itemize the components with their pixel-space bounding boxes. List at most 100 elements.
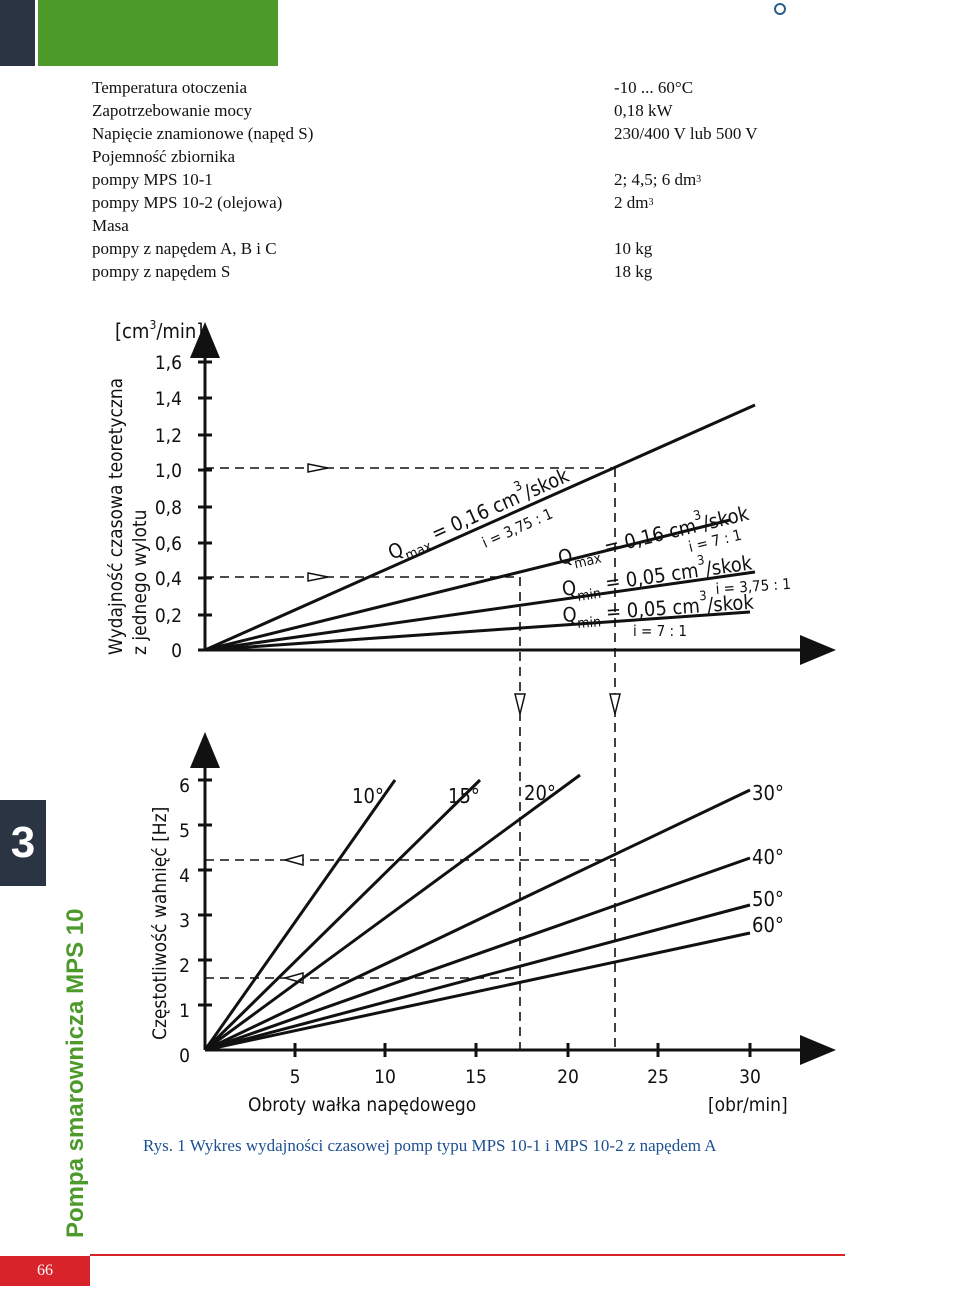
arrow	[514, 693, 526, 715]
spec-label: Zapotrzebowanie mocy	[92, 101, 253, 120]
y-tick-label: 3	[179, 910, 190, 932]
spec-value: 10 kg	[614, 237, 758, 260]
angle-label: 60°	[752, 913, 784, 937]
x-tick-label: 15	[465, 1066, 487, 1088]
spec-labels: Temperatura otoczenia Zapotrzebowanie moc…	[92, 76, 313, 283]
x-tick-label: 20	[557, 1066, 579, 1088]
spec-value: 2 dm3	[614, 191, 758, 214]
angle-line	[204, 903, 751, 1052]
angle-line	[203, 778, 482, 1052]
side-title: Pompa smarownicza MPS 10	[62, 908, 89, 1238]
y-axis-label: Częstotliwość wahnięć [Hz]	[149, 807, 171, 1040]
angle-label: 30°	[752, 781, 784, 805]
spec-label: Masa	[92, 216, 129, 235]
unit: /skok	[704, 550, 754, 580]
spec-value: 230/400 V lub 500 V	[614, 122, 758, 145]
y-tick-label: 0	[171, 640, 182, 662]
footer-line	[90, 1254, 845, 1256]
superscript: 3	[648, 197, 654, 208]
y-tick-label: 0,8	[155, 497, 182, 519]
value: 230/400 V lub 500 V	[614, 124, 758, 143]
flow-line	[204, 570, 756, 652]
angle-line	[203, 779, 397, 1051]
spec-value: 2; 4,5; 6 dm3	[614, 168, 758, 191]
angle-label: 50°	[752, 887, 784, 911]
y-tick-label: 0	[179, 1045, 190, 1067]
spec-label: pompy z napędem A, B i C	[92, 239, 277, 258]
green-block	[38, 0, 278, 66]
x-axis-label: Obroty wałka napędowego	[248, 1094, 476, 1116]
spec-label: pompy MPS 10-1	[92, 170, 213, 189]
caption: Rys. 1 Wykres wydajności czasowej pomp t…	[143, 1136, 717, 1155]
flow-line	[204, 403, 756, 652]
symbol: Q	[556, 543, 575, 570]
angle-label: 10°	[352, 784, 384, 808]
spec-label: Pojemność zbiornika	[92, 147, 236, 166]
spec-label: pompy MPS 10-2 (olejowa)	[92, 193, 283, 212]
y-tick-label: 2	[179, 955, 190, 977]
y-tick-label: 0,4	[155, 568, 182, 590]
spec-value: 0,18 kW	[614, 99, 758, 122]
x-tick-label: 10	[374, 1066, 396, 1088]
angle-label: 20°	[524, 781, 556, 805]
spec-value: -10 ... 60°C	[614, 76, 758, 99]
y-axis-label: z jednego wylotu	[129, 510, 151, 655]
x-tick-label: 25	[647, 1066, 669, 1088]
superscript: 3	[149, 318, 156, 332]
symbol: Q	[560, 575, 577, 601]
angle-line	[204, 773, 581, 1052]
value: 0,18 kW	[614, 101, 673, 120]
arrow	[307, 572, 329, 582]
unit: /min]	[156, 319, 203, 343]
unit: /skok	[706, 590, 755, 617]
flow-line	[204, 610, 751, 652]
value: 10 kg	[614, 239, 653, 258]
spec-value: 18 kg	[614, 260, 758, 283]
superscript: 3	[699, 589, 707, 604]
text: = 0,05 cm	[598, 558, 700, 596]
unit: [cm	[115, 319, 149, 343]
unit: [cm3/min]	[115, 318, 203, 343]
y-tick-label: 1,2	[155, 425, 182, 447]
spec-label: Temperatura otoczenia	[92, 78, 248, 97]
angle-label: 40°	[752, 845, 784, 869]
subscript: min	[576, 586, 602, 605]
y-tick-label: 0,6	[155, 533, 182, 555]
ratio-label: i = 7 : 1	[633, 622, 687, 640]
arrow	[609, 693, 621, 715]
y-tick-label: 5	[179, 820, 190, 842]
flow-line	[204, 518, 731, 652]
spec-label: pompy z napędem S	[92, 262, 231, 281]
x-axis-unit: [obr/min]	[708, 1094, 788, 1116]
x-tick-label: 5	[290, 1066, 301, 1088]
arrow	[307, 463, 329, 473]
page-number: 66	[0, 1256, 90, 1286]
dot	[774, 3, 786, 15]
y-tick-label: 4	[179, 865, 190, 887]
value: 18 kg	[614, 262, 653, 281]
symbol: Q	[562, 602, 578, 627]
dark-block	[0, 0, 35, 66]
angle-line	[204, 931, 751, 1052]
chapter-box: 3	[0, 800, 46, 886]
angle-label: 15°	[448, 784, 480, 808]
value: -10 ... 60°C	[614, 78, 694, 97]
value: 2 dm	[614, 193, 649, 212]
ratio-label: i = 3,75 : 1	[715, 575, 791, 598]
y-tick-label: 1,4	[155, 388, 182, 410]
text: = 0,16 cm	[596, 514, 699, 561]
subscript: min	[577, 614, 602, 632]
spec-label: Napięcie znamionowe (napęd S)	[92, 124, 314, 143]
superscript: 3	[696, 174, 702, 185]
angle-line	[204, 856, 751, 1052]
superscript: 3	[696, 553, 705, 569]
y-axis-label: Wydajność czasowa teoretyczna	[105, 378, 127, 655]
value: 2; 4,5; 6 dm	[614, 170, 697, 189]
angle-line	[204, 788, 751, 1052]
superscript: 3	[692, 508, 703, 524]
y-tick-label: 1,0	[155, 460, 182, 482]
y-tick-label: 1,6	[155, 352, 182, 374]
arrow	[282, 854, 304, 866]
